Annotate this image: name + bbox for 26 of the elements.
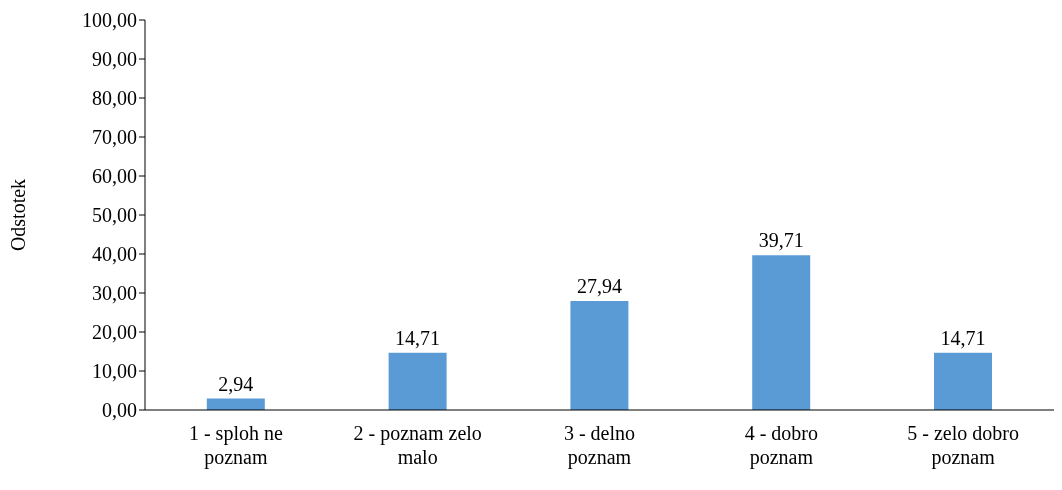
bar — [934, 352, 993, 410]
bar — [388, 352, 447, 410]
x-tick-label: 3 - delno poznam — [563, 422, 636, 469]
y-tick-label: 100,00 — [82, 9, 137, 32]
y-tick-label: 50,00 — [92, 204, 137, 227]
data-label: 39,71 — [758, 229, 804, 252]
y-tick-label: 20,00 — [92, 321, 137, 344]
y-axis-title: Odstotek — [7, 178, 30, 252]
y-tick-label: 40,00 — [92, 243, 137, 266]
data-label: 14,71 — [940, 326, 986, 349]
x-tick-label: 1 - sploh ne poznam — [188, 422, 283, 469]
y-tick-label: 90,00 — [92, 48, 137, 71]
data-label: 2,94 — [218, 372, 254, 395]
x-tick-label: 5 - zelo dobro poznam — [907, 422, 1019, 469]
y-tick-label: 10,00 — [92, 360, 137, 383]
x-tick-label: 2 - poznam zelo malo — [353, 422, 482, 468]
y-tick-label: 60,00 — [92, 165, 137, 188]
y-tick-label: 70,00 — [92, 126, 137, 149]
data-label: 27,94 — [576, 275, 622, 298]
y-tick-label: 80,00 — [92, 87, 137, 110]
x-tick-label: 4 - dobro poznam — [744, 422, 818, 469]
data-label: 14,71 — [395, 326, 441, 349]
y-tick-label: 30,00 — [92, 282, 137, 305]
bar — [570, 301, 629, 410]
bar — [752, 255, 811, 410]
y-tick-label: 0,00 — [102, 399, 137, 422]
